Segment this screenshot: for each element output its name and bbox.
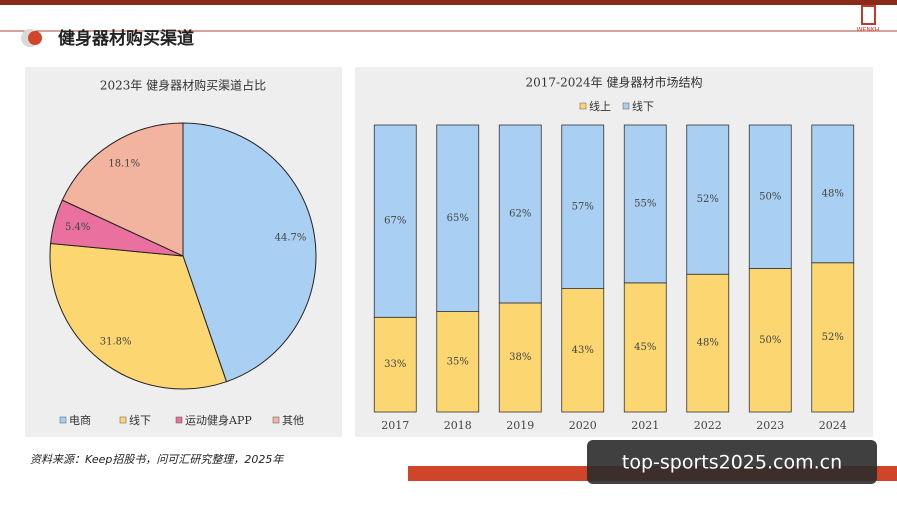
bar — [623, 282, 667, 413]
x-tick-label: 2021 — [631, 419, 659, 432]
x-tick-label: 2022 — [694, 419, 722, 432]
bar — [623, 124, 667, 284]
bar — [686, 273, 730, 413]
x-tick-label: 2020 — [569, 419, 597, 432]
x-tick-label: 2023 — [756, 419, 784, 432]
bar — [436, 124, 480, 312]
top-bar — [0, 0, 897, 5]
watermark: top-sports2025.com.cn — [622, 452, 842, 474]
bar — [373, 124, 417, 318]
data-label: 44.7% — [275, 232, 307, 243]
pie-slice — [61, 122, 184, 257]
data-label: 5.4% — [65, 222, 90, 233]
data-label: 18.1% — [108, 159, 140, 170]
data-label: 38% — [509, 352, 531, 363]
data-label: 43% — [572, 345, 594, 356]
logo-text: WENKH — [857, 27, 880, 34]
data-label: 57% — [572, 201, 594, 212]
bar — [811, 262, 855, 413]
legend-swatch — [119, 416, 127, 424]
bar — [498, 124, 542, 304]
legend-swatch — [622, 102, 630, 110]
bar — [811, 124, 855, 264]
data-label: 50% — [759, 335, 781, 346]
bar — [436, 311, 480, 413]
data-label: 50% — [759, 191, 781, 202]
x-tick-label: 2017 — [381, 419, 409, 432]
legend-label: 运动健身APP — [185, 413, 252, 427]
logo-icon — [861, 5, 876, 25]
bar — [561, 288, 605, 413]
legend-label: 电商 — [69, 413, 91, 427]
x-tick-label: 2018 — [444, 419, 472, 432]
legend-label: 其他 — [282, 414, 304, 427]
legend-label: 线下 — [632, 99, 654, 113]
page-title: 健身器材购买渠道 — [58, 28, 194, 49]
data-label: 35% — [447, 356, 469, 367]
data-label: 48% — [822, 188, 844, 199]
data-label: 48% — [697, 338, 719, 349]
data-label: 67% — [384, 216, 406, 227]
data-label: 55% — [634, 198, 656, 209]
bar — [748, 124, 792, 269]
legend-label: 线下 — [129, 413, 151, 427]
data-label: 62% — [509, 208, 531, 219]
data-label: 45% — [634, 342, 656, 353]
data-label: 52% — [822, 332, 844, 343]
data-label: 33% — [384, 359, 406, 370]
pie-slice — [49, 242, 228, 390]
data-label: 52% — [697, 194, 719, 205]
bar — [561, 124, 605, 289]
pie-slice — [182, 122, 317, 383]
legend-swatch — [59, 416, 67, 424]
panel — [355, 67, 873, 437]
data-label: 31.8% — [100, 336, 132, 347]
bar — [373, 316, 417, 413]
chart-title: 2023年 健身器材购买渠道占比 — [100, 78, 266, 93]
bar — [498, 302, 542, 413]
legend-label: 线上 — [589, 99, 611, 113]
watermark-box — [587, 440, 877, 484]
data-label: 65% — [447, 213, 469, 224]
bar — [686, 124, 730, 275]
x-tick-label: 2019 — [506, 419, 534, 432]
x-tick-label: 2024 — [819, 419, 847, 432]
legend-swatch — [579, 102, 587, 110]
chart-title: 2017-2024年 健身器材市场结构 — [526, 75, 703, 90]
legend-swatch — [175, 416, 183, 424]
header-icon — [28, 31, 42, 45]
legend-swatch — [272, 416, 280, 424]
source: 资料来源：Keep招股书，问可汇研究整理，2025年 — [30, 453, 284, 466]
